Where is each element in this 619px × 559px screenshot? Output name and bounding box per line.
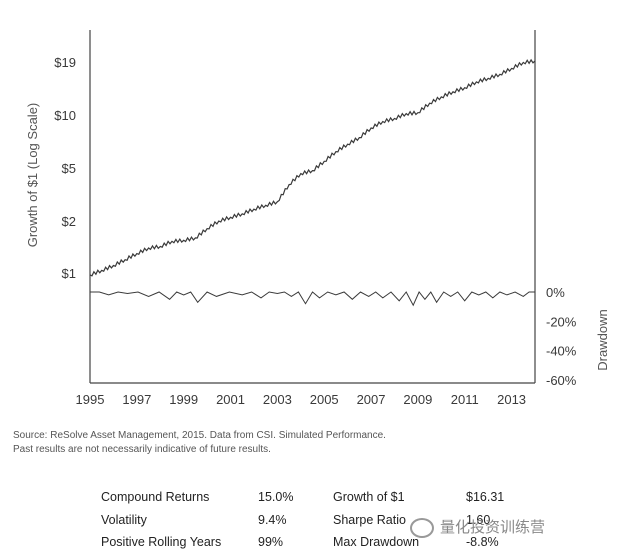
watermark-text: 量化投资训练营	[440, 519, 546, 536]
volatility-value: 9.4%	[258, 513, 287, 527]
y2-tick-label: -60%	[546, 373, 577, 388]
x-tick-label: 2007	[357, 392, 386, 407]
y2-axis-ticks: 0% -20% -40% -60%	[546, 285, 577, 388]
y-tick-label: $2	[62, 214, 76, 229]
compound-returns-label: Compound Returns	[101, 490, 210, 504]
sharpe-ratio-label: Sharpe Ratio	[333, 513, 406, 527]
x-axis-ticks: 1995 1997 1999 2001 2003 2005 2007 2009 2011 2013	[76, 392, 527, 407]
stats-table: Compound Returns 15.0% Volatility 9.4% P…	[0, 488, 619, 558]
y2-tick-label: -40%	[546, 344, 577, 359]
compound-returns-value: 15.0%	[258, 490, 294, 504]
x-tick-label: 2013	[497, 392, 526, 407]
sharpe-ratio-value: 1.60	[466, 513, 491, 527]
growth-drawdown-chart: 1995 1997 1999 2001 2003 2005 2007 2009 2011 2013…	[25, 30, 610, 407]
positive-rolling-years-label: Positive Rolling Years	[101, 535, 222, 549]
x-tick-label: 1997	[122, 392, 151, 407]
source-line-1: Source: ReSolve Asset Management, 2015. …	[13, 430, 386, 441]
watermark: 量化投资训练营	[410, 516, 546, 539]
x-tick-label: 1995	[76, 392, 105, 407]
x-tick-label: 2011	[451, 392, 479, 407]
y-tick-label: $5	[62, 161, 76, 176]
growth-line	[89, 58, 536, 277]
x-tick-label: 2001	[216, 392, 245, 407]
max-drawdown-value: -8.8%	[466, 535, 499, 549]
x-tick-label: 2005	[310, 392, 339, 407]
drawdown-line	[90, 291, 535, 307]
source-line-2: Past results are not necessarily indicat…	[13, 444, 271, 455]
plot-frame	[89, 30, 536, 384]
y-tick-label: $19	[54, 55, 76, 70]
y2-tick-label: -20%	[546, 314, 577, 329]
x-tick-label: 2009	[403, 392, 432, 407]
x-tick-label: 2003	[263, 392, 292, 407]
y-tick-label: $10	[54, 108, 76, 123]
growth-of-1-label: Growth of $1	[333, 490, 405, 504]
y-tick-label: $1	[62, 266, 76, 281]
growth-of-1-value: $16.31	[466, 490, 505, 504]
max-drawdown-label: Max Drawdown	[333, 535, 420, 549]
wechat-icon	[410, 518, 434, 539]
y2-axis-title: Drawdown	[595, 309, 610, 370]
source-note: Source: ReSolve Asset Management, 2015. …	[13, 429, 573, 457]
x-tick-label: 1999	[169, 392, 198, 407]
y2-tick-label: 0%	[546, 285, 565, 300]
y-axis-title: Growth of $1 (Log Scale)	[25, 103, 40, 248]
positive-rolling-years-value: 99%	[258, 535, 284, 549]
y-axis-ticks: $1 $2 $5 $10 $19	[54, 55, 76, 281]
volatility-label: Volatility	[101, 513, 147, 527]
